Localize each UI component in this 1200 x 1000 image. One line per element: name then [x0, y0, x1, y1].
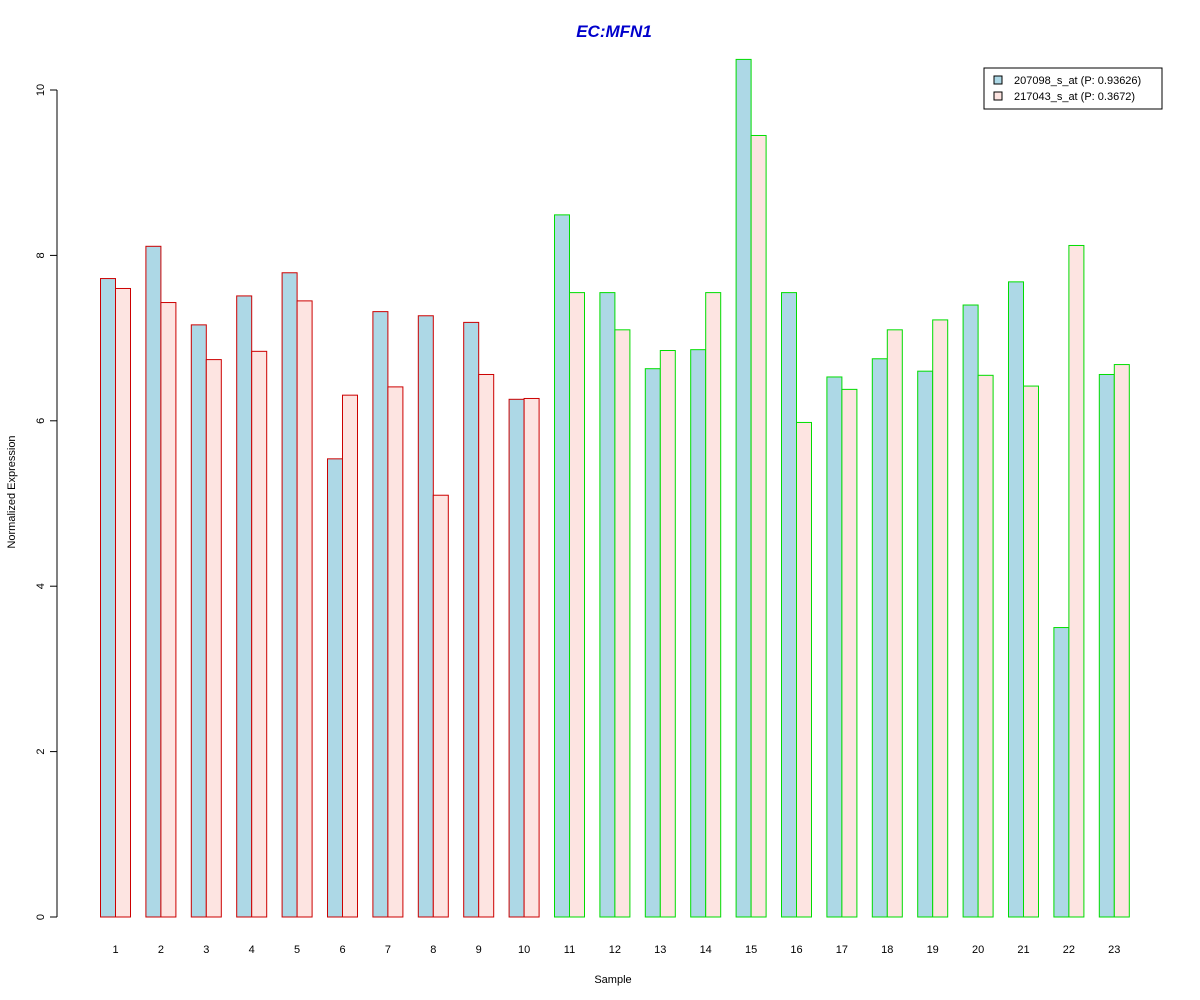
- bar-sample-1-series-1: [100, 278, 116, 918]
- bar-sample-4-series-2: [251, 350, 268, 918]
- bar-sample-9-series-1: [463, 321, 480, 918]
- legend-entry: 207098_s_at (P: 0.93626): [1014, 75, 1141, 87]
- y-tick-label: 8: [35, 252, 47, 258]
- chart-title: EC:MFN1: [576, 22, 652, 41]
- bar-sample-14-series-1: [690, 349, 707, 918]
- y-axis-label: Normalized Expression: [6, 435, 18, 548]
- x-tick-label: 17: [836, 944, 848, 956]
- x-axis-label: Sample: [594, 974, 631, 986]
- y-tick-label: 10: [35, 84, 47, 96]
- x-tick-label: 11: [564, 944, 575, 956]
- x-tick-label: 3: [203, 944, 209, 956]
- bar-sample-12-series-1: [599, 292, 616, 918]
- bar-sample-8-series-2: [432, 494, 449, 918]
- bar-sample-21-series-1: [1008, 281, 1024, 918]
- bar-sample-17-series-1: [826, 376, 843, 918]
- bar-sample-16-series-2: [796, 421, 812, 918]
- bar-sample-19-series-1: [917, 370, 934, 918]
- x-tick-label: 16: [790, 944, 802, 956]
- bar-sample-20-series-1: [962, 304, 979, 918]
- bar-sample-6-series-1: [327, 458, 343, 918]
- x-tick-label: 2: [158, 944, 164, 956]
- bar-sample-3-series-2: [205, 359, 222, 918]
- bar-sample-23-series-2: [1113, 364, 1130, 918]
- bar-sample-7-series-2: [387, 386, 404, 918]
- bar-sample-17-series-2: [841, 388, 858, 918]
- x-tick-label: 4: [249, 944, 255, 956]
- legend-swatch: [993, 91, 1003, 101]
- y-tick-label: 6: [35, 418, 47, 424]
- x-tick-label: 6: [339, 944, 345, 956]
- x-tick-label: 1: [112, 944, 118, 956]
- bar-sample-7-series-1: [372, 311, 389, 918]
- x-tick-label: 8: [430, 944, 436, 956]
- bar-sample-5-series-2: [296, 300, 313, 918]
- bar-sample-10-series-1: [508, 398, 525, 918]
- x-tick-label: 14: [700, 944, 712, 956]
- bar-sample-8-series-1: [417, 315, 434, 918]
- legend-box: [983, 67, 1163, 110]
- bar-sample-15-series-1: [735, 58, 752, 918]
- y-tick-label: 0: [35, 914, 47, 920]
- bars: [100, 58, 1130, 918]
- bar-sample-13-series-2: [659, 350, 676, 918]
- x-tick-label: 13: [654, 944, 666, 956]
- x-tick-label: 12: [609, 944, 621, 956]
- y-axis: 0 2 4 6 8 10: [35, 84, 58, 920]
- bar-sample-2-series-1: [145, 245, 162, 918]
- bar-sample-11-series-1: [554, 214, 570, 918]
- bar-sample-20-series-2: [977, 374, 994, 918]
- bar-sample-6-series-2: [342, 394, 358, 918]
- x-tick-label: 21: [1017, 944, 1029, 956]
- bar-sample-9-series-2: [478, 373, 495, 918]
- bar-sample-22-series-1: [1053, 627, 1070, 918]
- bar-sample-10-series-2: [523, 397, 540, 918]
- bar-sample-23-series-1: [1098, 373, 1115, 918]
- bar-sample-13-series-1: [644, 368, 661, 918]
- x-tick-label: 9: [476, 944, 482, 956]
- legend-entry: 217043_s_at (P: 0.3672): [1014, 91, 1135, 103]
- bar-sample-3-series-1: [190, 324, 207, 918]
- x-tick-label: 22: [1063, 944, 1075, 956]
- y-tick-label: 4: [35, 583, 47, 589]
- bar-sample-21-series-2: [1023, 385, 1039, 918]
- x-tick-label: 18: [881, 944, 893, 956]
- bar-sample-16-series-1: [781, 292, 797, 918]
- y-tick-label: 2: [35, 749, 47, 755]
- legend: 207098_s_at (P: 0.93626) 217043_s_at (P: …: [983, 67, 1163, 110]
- x-axis: 1 2 3 4 5 6 7 8 9 10 11 12 13 14 15 16 17 18 19 20 21 22 23: [112, 944, 1120, 956]
- x-tick-label: 7: [385, 944, 391, 956]
- x-tick-label: 19: [927, 944, 939, 956]
- bar-sample-22-series-2: [1068, 244, 1085, 918]
- bar-sample-11-series-2: [569, 292, 585, 918]
- bar-sample-5-series-1: [281, 272, 298, 918]
- bar-sample-1-series-2: [115, 287, 131, 918]
- bar-sample-2-series-2: [160, 302, 177, 918]
- x-tick-label: 23: [1108, 944, 1120, 956]
- bar-sample-18-series-2: [886, 329, 903, 918]
- bar-sample-15-series-2: [750, 134, 767, 918]
- bar-sample-12-series-2: [614, 329, 631, 918]
- x-tick-label: 10: [518, 944, 530, 956]
- x-tick-label: 5: [294, 944, 300, 956]
- bar-sample-19-series-2: [932, 319, 949, 918]
- bar-sample-4-series-1: [236, 295, 253, 918]
- legend-swatch: [993, 75, 1003, 85]
- bar-sample-14-series-2: [705, 292, 722, 918]
- bar-sample-18-series-1: [871, 358, 888, 918]
- x-tick-label: 15: [745, 944, 757, 956]
- x-tick-label: 20: [972, 944, 984, 956]
